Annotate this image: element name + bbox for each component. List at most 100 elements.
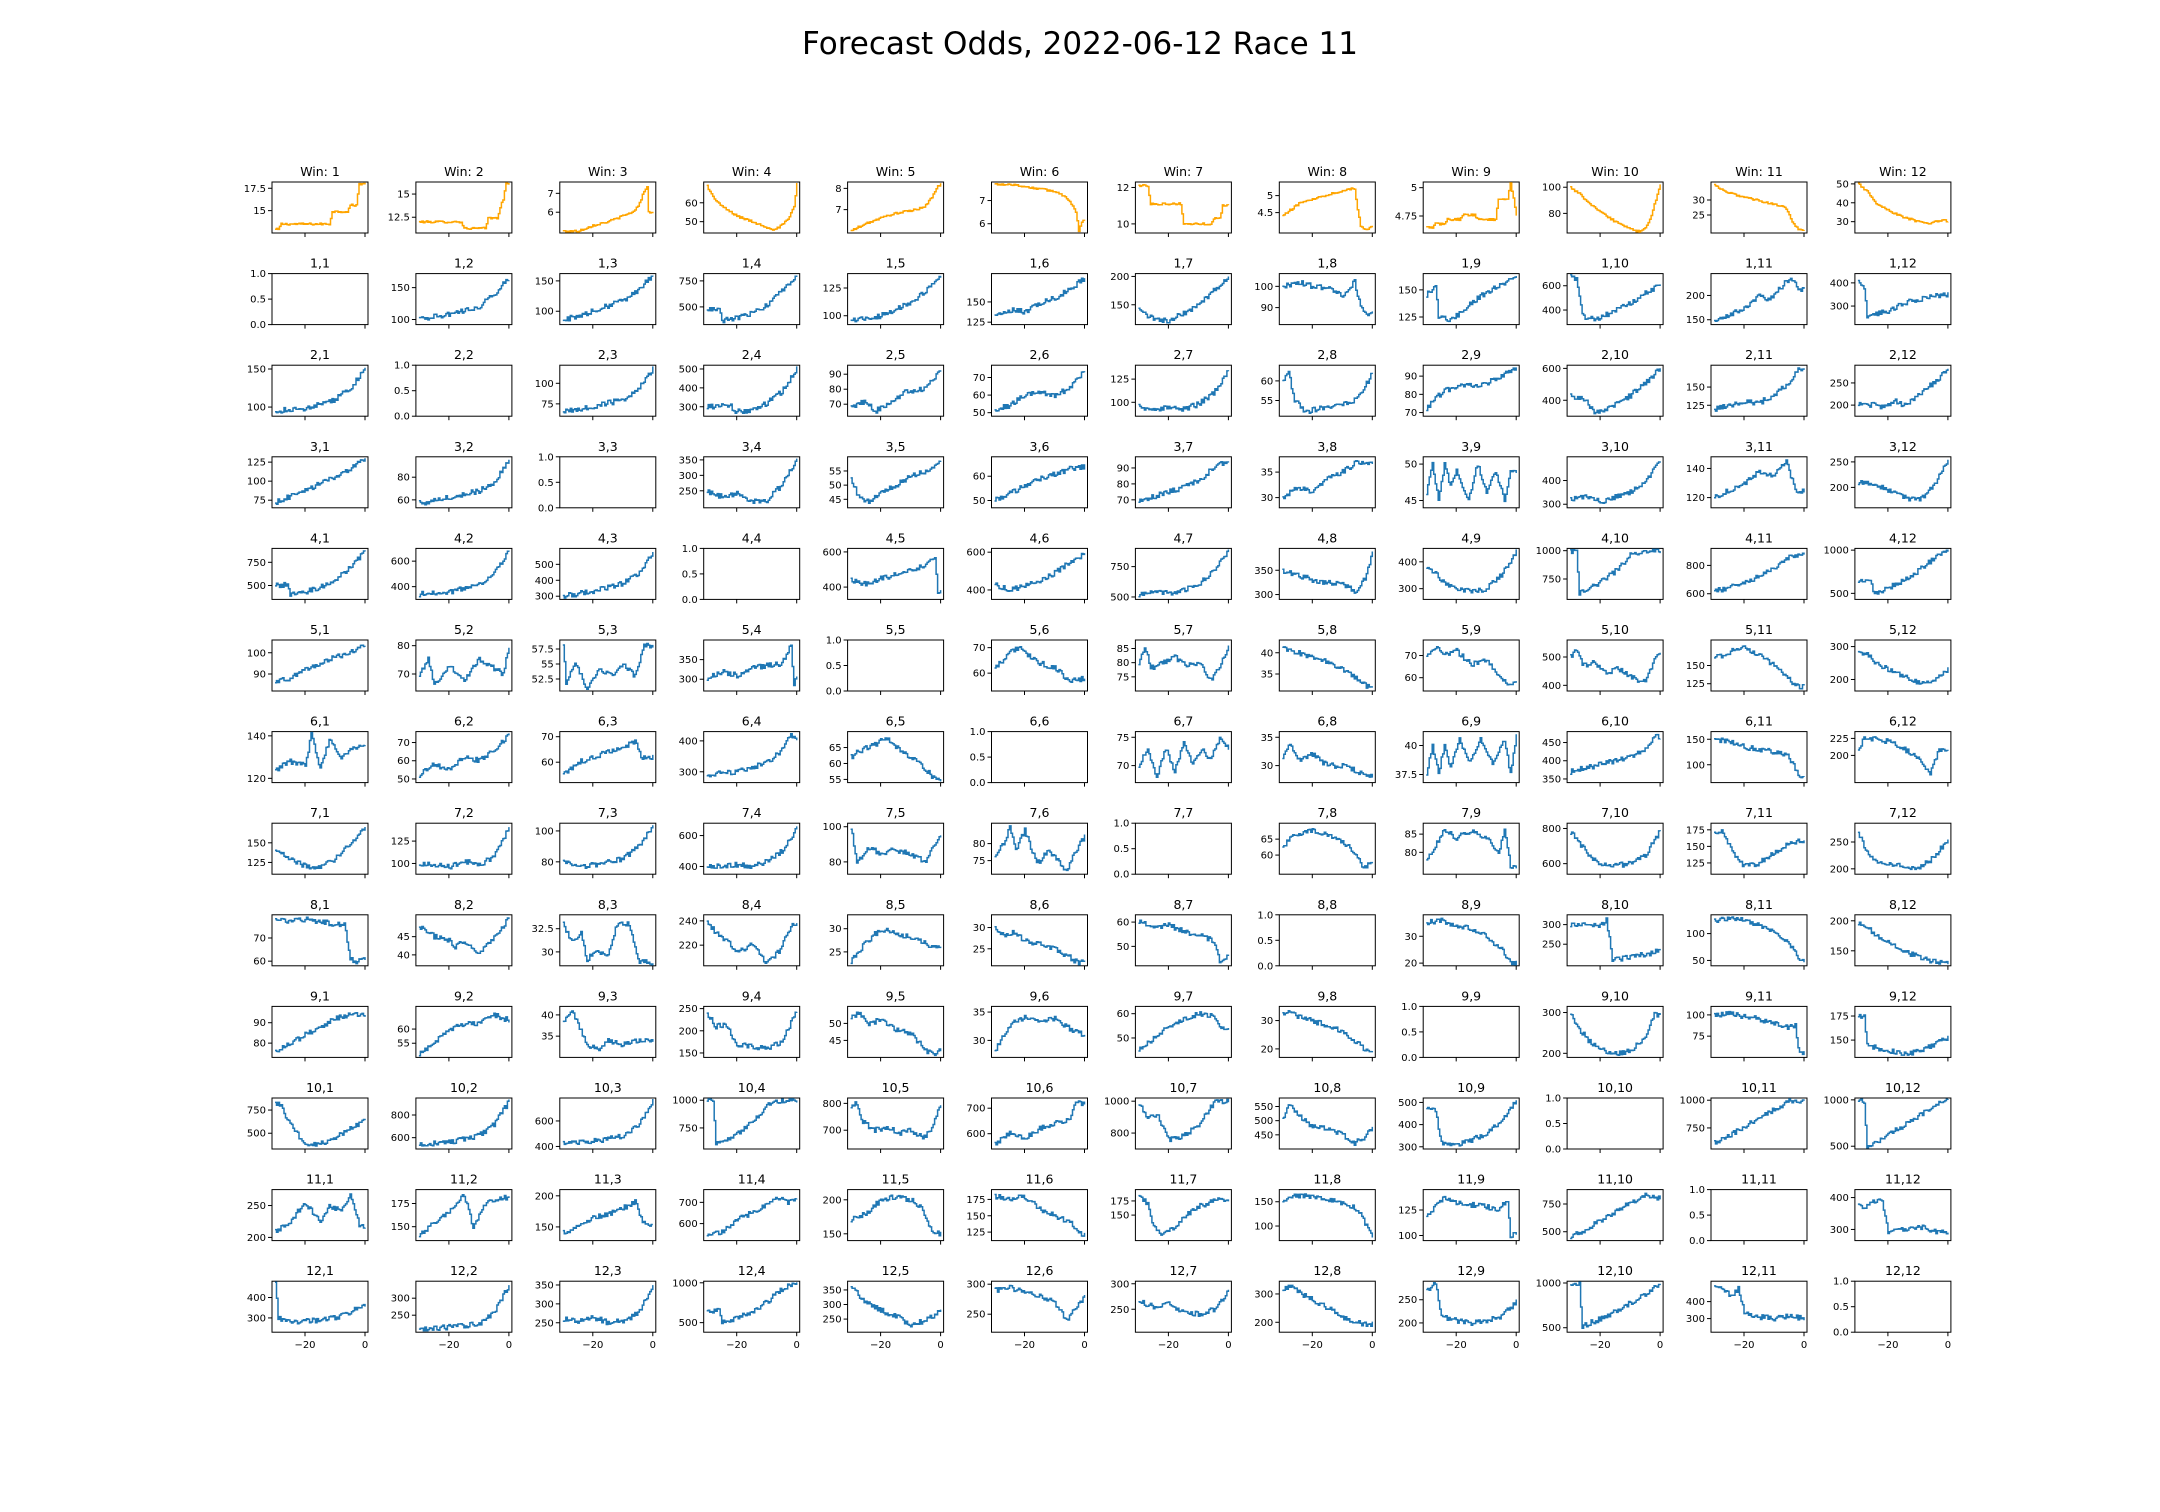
panel-frame <box>703 1189 801 1242</box>
panel-title: 5,1 <box>310 622 330 637</box>
panel-title: 12,5 <box>882 1263 910 1278</box>
panel-frame <box>703 547 801 600</box>
panel-title: 10,7 <box>1169 1080 1197 1095</box>
panel-title: 7,2 <box>454 805 474 820</box>
y-tick-label: 175 <box>966 1195 985 1206</box>
x-tick-label: 0 <box>1657 1340 1663 1351</box>
panel-title: 10,1 <box>306 1080 334 1095</box>
y-tick-label: 45 <box>829 495 842 506</box>
panel-win-6: Win: 6 6 7 <box>979 164 1088 237</box>
series-line <box>1426 734 1517 776</box>
series-line <box>994 1014 1086 1052</box>
panel-title: 12,4 <box>738 1263 766 1278</box>
y-tick-label: 500 <box>679 302 698 313</box>
y-tick-label: 350 <box>1542 774 1561 785</box>
y-tick-label: 300 <box>1254 590 1273 601</box>
panel-fc-2-2: 2,2 0.0 0.5 1.0 <box>394 347 513 423</box>
panel-frame <box>1278 1005 1376 1058</box>
y-tick-label: 80 <box>253 1039 266 1050</box>
panel-title: 7,10 <box>1601 805 1629 820</box>
y-tick-label: 125 <box>247 458 266 469</box>
panel-title: 6,7 <box>1173 714 1193 729</box>
y-tick-label: 30 <box>829 924 842 935</box>
panel-title: 6,1 <box>310 714 330 729</box>
x-tick-label: 0 <box>506 1340 512 1351</box>
y-tick-label: 55 <box>397 1039 410 1050</box>
series-line <box>275 367 366 414</box>
panel-frame <box>1422 547 1520 600</box>
panel-frame <box>1278 364 1376 417</box>
y-tick-label: 500 <box>247 581 266 592</box>
y-tick-label: 70 <box>397 738 410 749</box>
y-tick-label: 50 <box>829 1019 842 1030</box>
series-line <box>706 183 798 231</box>
y-tick-label: 300 <box>535 1299 554 1310</box>
panel-title: 11,5 <box>882 1172 910 1187</box>
y-tick-label: 150 <box>247 365 266 376</box>
y-tick-label: 300 <box>1686 1314 1705 1325</box>
panel-fc-5-9: 5,9 60 70 <box>1404 622 1520 695</box>
series-line <box>1714 645 1805 690</box>
panel-fc-4-11: 4,11 600 800 <box>1686 530 1808 604</box>
y-tick-label: 800 <box>1110 1129 1129 1140</box>
series-line <box>1138 1194 1230 1236</box>
panel-fc-11-12: 11,12 300 400 <box>1830 1172 1952 1245</box>
panel-title: 5,4 <box>742 622 762 637</box>
panel-fc-2-10: 2,10 400 600 <box>1542 347 1664 421</box>
y-tick-label: 250 <box>966 1310 985 1321</box>
panel-fc-6-8: 6,8 30 35 <box>1261 714 1376 787</box>
y-tick-label: 500 <box>1398 1098 1417 1109</box>
y-tick-label: 400 <box>679 736 698 747</box>
series-line <box>850 1194 942 1237</box>
y-tick-label: 80 <box>1404 390 1417 401</box>
series-line <box>994 646 1086 684</box>
y-tick-label: 500 <box>1830 1142 1849 1153</box>
series-line <box>1714 1010 1805 1056</box>
panel-win-8: Win: 8 4.5 5 <box>1257 164 1376 237</box>
y-tick-label: 250 <box>1398 1295 1417 1306</box>
panel-title: 2,1 <box>310 347 330 362</box>
y-tick-label: 1.0 <box>1113 819 1129 830</box>
panel-title: 1,5 <box>886 256 906 271</box>
y-tick-label: 300 <box>535 592 554 603</box>
y-tick-label: 750 <box>1542 575 1561 586</box>
panel-fc-3-7: 3,7 70 80 90 <box>1117 439 1232 512</box>
panel-fc-11-4: 11,4 600 700 <box>679 1172 801 1245</box>
y-tick-label: 35 <box>541 1032 554 1043</box>
x-tick-label: −20 <box>1158 1340 1179 1351</box>
y-tick-label: 800 <box>823 1099 842 1110</box>
panel-frame <box>703 639 801 692</box>
panel-win-7: Win: 7 10 12 <box>1117 164 1232 237</box>
y-tick-label: 100 <box>1398 1231 1417 1242</box>
y-tick-label: 220 <box>679 941 698 952</box>
panel-title: 8,6 <box>1030 897 1050 912</box>
y-tick-label: 350 <box>823 1285 842 1296</box>
y-tick-label: 600 <box>1542 281 1561 292</box>
panel-frame <box>703 731 801 784</box>
y-tick-label: 250 <box>1542 940 1561 951</box>
panel-fc-5-4: 5,4 300 350 <box>679 622 801 695</box>
panel-win-3: Win: 3 6 7 <box>547 164 657 237</box>
panel-fc-10-5: 10,5 700 800 <box>823 1080 945 1153</box>
panel-fc-10-4: 10,4 750 1000 <box>672 1080 801 1153</box>
panel-title: 9,5 <box>886 988 906 1003</box>
y-tick-label: 400 <box>823 583 842 594</box>
panel-frame <box>991 181 1088 234</box>
panel-frame <box>1422 914 1520 967</box>
panel-fc-7-5: 7,5 80 100 <box>823 805 945 879</box>
panel-frame <box>1854 1097 1952 1150</box>
series-line <box>850 557 942 595</box>
series-line <box>1714 183 1805 232</box>
y-tick-label: 300 <box>1830 302 1849 313</box>
panel-fc-4-10: 4,10 750 1000 <box>1536 530 1664 604</box>
figure-title: Forecast Odds, 2022-06-12 Race 11 <box>802 26 1358 62</box>
y-tick-label: 1.0 <box>970 727 986 738</box>
panel-frame <box>1566 731 1664 784</box>
panel-title: 8,8 <box>1317 897 1337 912</box>
panel-fc-2-9: 2,9 70 80 90 <box>1404 347 1520 421</box>
panel-title: Win: 8 <box>1307 164 1347 179</box>
y-tick-label: 0.5 <box>1833 1302 1849 1313</box>
panel-fc-11-8: 11,8 100 150 <box>1254 1172 1376 1245</box>
y-tick-label: 150 <box>966 1211 985 1222</box>
y-tick-label: 100 <box>1686 760 1705 771</box>
